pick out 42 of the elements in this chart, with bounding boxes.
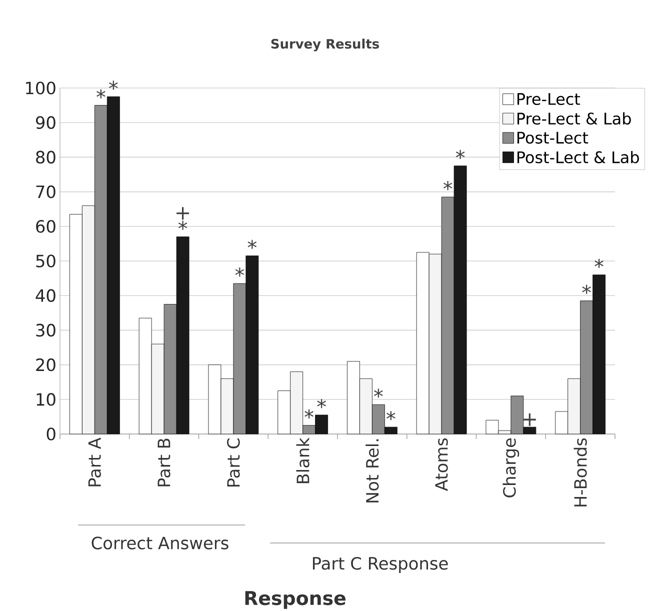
x-axis-title: Response <box>245 591 346 609</box>
x-tick-label: Part C <box>227 438 240 487</box>
annotation: + <box>523 413 536 426</box>
legend-label: Post-Lect & Lab <box>517 150 639 164</box>
annotation: * <box>304 409 314 418</box>
legend-label: Post-Lect <box>517 132 588 144</box>
y-tick-label: 10 <box>36 392 56 406</box>
annotation: * <box>443 181 452 190</box>
y-tick-label: 20 <box>36 358 56 372</box>
x-tick-label: Part A <box>88 438 101 486</box>
y-tick-label: 100 <box>26 82 56 94</box>
annotation: * <box>374 388 383 398</box>
x-tick-label: Not Rel. <box>366 439 379 502</box>
y-tick-label: 90 <box>36 116 56 129</box>
x-tick-label: Blank <box>296 438 310 484</box>
annotation: * <box>456 150 465 159</box>
y-tick-label: 30 <box>36 324 56 337</box>
x-tick-label: Charge <box>502 438 520 498</box>
annotation: + <box>176 207 190 220</box>
annotation: * <box>317 398 326 408</box>
y-tick-label: 0 <box>46 428 56 440</box>
legend-label: Pre-Lect & Lab <box>517 112 631 125</box>
text: Part C Response <box>312 556 448 574</box>
annotation: * <box>386 411 396 420</box>
annotation: * <box>109 80 118 90</box>
y-tick-label: 60 <box>36 220 56 233</box>
x-tick-label: Atoms <box>435 438 448 492</box>
annotation: * <box>582 284 591 294</box>
text: Correct Answers <box>92 536 228 550</box>
y-tick-label: 50 <box>36 254 56 268</box>
x-tick-label: H-Bonds <box>574 438 587 506</box>
chart-title: Survey Results <box>271 38 379 52</box>
annotation: * <box>178 220 188 230</box>
legend-label: Pre-Lect <box>517 93 580 106</box>
y-tick-label: 70 <box>36 185 56 198</box>
y-tick-label: 40 <box>36 289 56 302</box>
annotation: * <box>248 240 257 249</box>
y-tick-label: 80 <box>36 150 56 164</box>
x-tick-label: Part B <box>158 438 170 486</box>
annotation: * <box>235 268 244 277</box>
annotation: * <box>96 89 106 98</box>
annotation: * <box>594 258 604 268</box>
